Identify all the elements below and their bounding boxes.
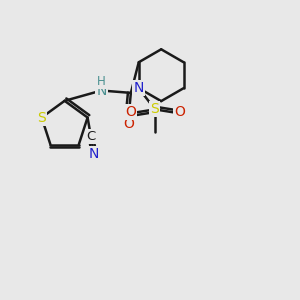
Text: N: N <box>89 147 99 161</box>
Text: C: C <box>86 130 95 143</box>
Text: S: S <box>37 110 46 124</box>
Text: S: S <box>151 102 159 116</box>
Text: H: H <box>97 75 106 88</box>
Text: N: N <box>96 83 106 98</box>
Text: O: O <box>123 117 134 131</box>
Text: O: O <box>174 105 185 119</box>
Text: N: N <box>134 81 144 95</box>
Text: O: O <box>125 105 136 119</box>
